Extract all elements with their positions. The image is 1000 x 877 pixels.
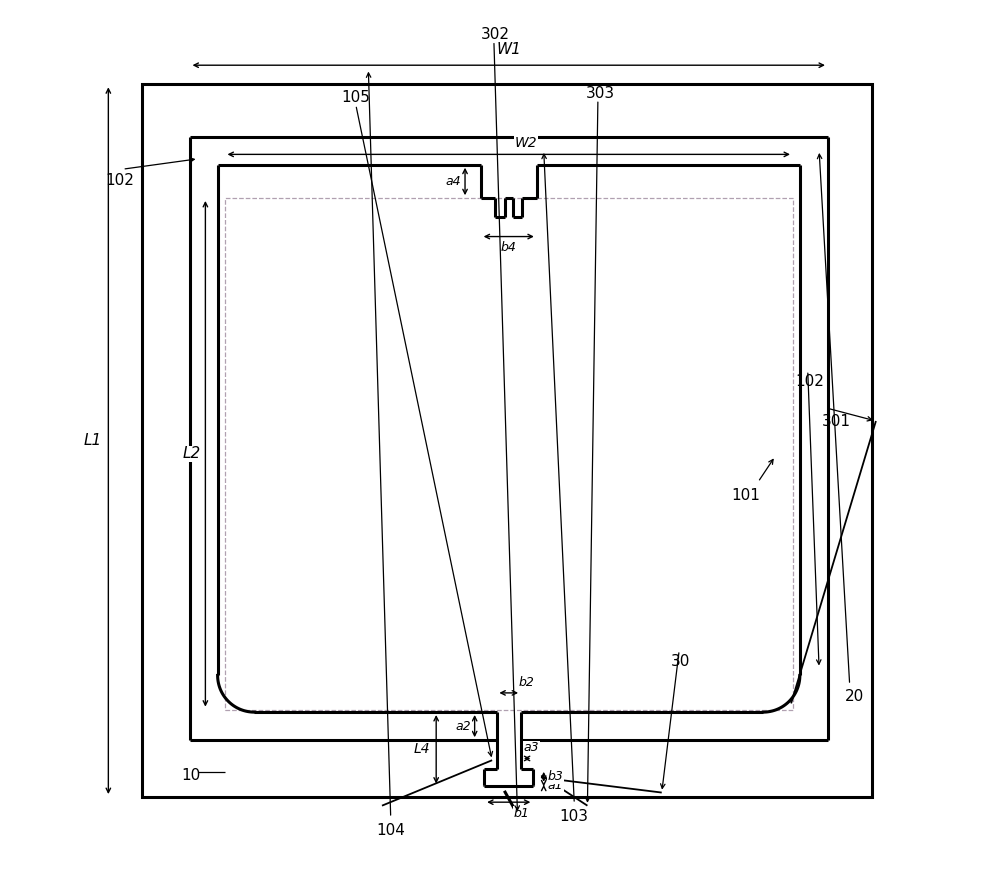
Text: 303: 303 — [586, 86, 615, 101]
Text: b3: b3 — [547, 770, 563, 783]
Text: a4: a4 — [446, 175, 461, 188]
Text: b4: b4 — [501, 241, 517, 254]
Text: 301: 301 — [822, 414, 851, 429]
Bar — [142, 84, 872, 797]
Text: W2: W2 — [515, 136, 538, 150]
Text: L1: L1 — [83, 433, 102, 448]
Text: 102: 102 — [105, 173, 134, 188]
Text: 102: 102 — [795, 374, 824, 389]
Text: 103: 103 — [559, 809, 588, 824]
Bar — [225, 198, 793, 709]
Text: 10: 10 — [181, 767, 200, 782]
Text: a2: a2 — [455, 720, 471, 732]
Text: 101: 101 — [732, 488, 761, 503]
Text: W1: W1 — [496, 42, 521, 57]
Text: L2: L2 — [182, 446, 201, 461]
Text: 20: 20 — [845, 689, 865, 704]
Text: b1: b1 — [514, 807, 530, 820]
Text: a1: a1 — [547, 779, 563, 792]
Text: 302: 302 — [481, 27, 510, 42]
Text: b2: b2 — [518, 676, 534, 689]
Text: a3: a3 — [524, 741, 539, 754]
Text: L4: L4 — [414, 742, 431, 756]
Text: 105: 105 — [341, 90, 370, 105]
Text: 104: 104 — [376, 823, 405, 838]
Text: 30: 30 — [670, 654, 690, 669]
